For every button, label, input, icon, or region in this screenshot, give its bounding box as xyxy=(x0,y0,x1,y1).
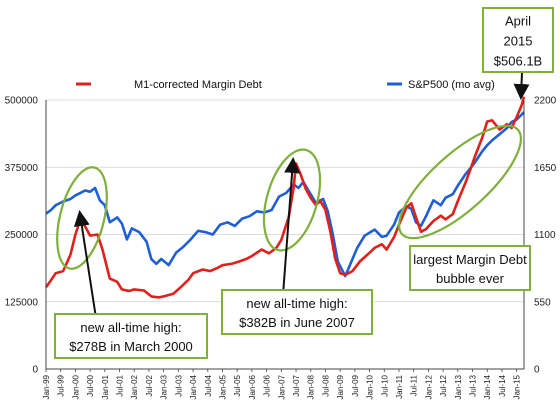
y-left-tick-label: 0 xyxy=(32,365,38,376)
x-tick-label: Jul-01 xyxy=(116,374,125,396)
x-tick-label: Jul-07 xyxy=(292,374,301,396)
oval-bubble xyxy=(397,124,523,240)
x-tick-label: Jan-13 xyxy=(454,374,463,399)
y-right-tick-label: 0 xyxy=(534,365,540,376)
arrow-march-2000 xyxy=(73,210,97,319)
x-tick-label: Jan-10 xyxy=(366,374,375,399)
annotation-march-2000-text-line: $278B in March 2000 xyxy=(69,339,193,354)
annotation-march-2000-text-line: new all-time high: xyxy=(80,320,181,335)
x-tick-label: Jul-13 xyxy=(469,374,478,396)
x-tick-label: Jan-12 xyxy=(424,374,433,399)
highlight-ovals xyxy=(56,124,523,270)
x-tick-label: Jan-07 xyxy=(277,374,286,399)
x-tick-label: Jan-03 xyxy=(160,374,169,399)
annotation-march-2000-box xyxy=(54,313,208,359)
annotation-june-2007-box xyxy=(221,289,373,335)
legend: M1-corrected Margin Debt S&P500 (mo avg) xyxy=(76,79,495,91)
annotation-april-2015-text-line: $506.1B xyxy=(494,54,542,69)
annotation-bubble-text-line: bubble ever xyxy=(436,271,505,286)
x-tick-label: Jul-08 xyxy=(321,374,330,396)
y-left-tick-label: 250000 xyxy=(5,230,39,241)
annotation-april-2015-box xyxy=(482,7,554,73)
x-tick-label: Jul-99 xyxy=(57,374,66,396)
x-tick-label: Jan-09 xyxy=(336,374,345,399)
series-layer xyxy=(44,96,526,299)
annotation-april-2015-text-line: April xyxy=(505,14,531,29)
x-tick-label: Jan-11 xyxy=(395,374,404,398)
x-tick-label: Jan-04 xyxy=(189,374,198,399)
x-tick-label: Jul-03 xyxy=(174,374,183,396)
x-tick-label: Jan-15 xyxy=(513,374,522,399)
x-tick-label: Jan-00 xyxy=(71,374,80,399)
x-tick-label: Jul-14 xyxy=(498,374,507,396)
x-tick-label: Jan-02 xyxy=(130,374,139,399)
x-tick-label: Jan-05 xyxy=(218,374,227,399)
x-tick-label: Jul-10 xyxy=(380,374,389,396)
annotation-june-2007-text-line: $382B in June 2007 xyxy=(239,315,355,330)
y-left-tick-label: 375000 xyxy=(5,163,39,174)
legend-label-margin-debt: M1-corrected Margin Debt xyxy=(134,79,262,91)
x-tick-label: Jul-06 xyxy=(263,374,272,396)
y-left-tick-label: 500000 xyxy=(5,96,39,107)
margin-debt-line xyxy=(44,96,526,299)
annotation-april-2015-text-line: 2015 xyxy=(504,34,533,49)
x-tick-label: Jul-00 xyxy=(86,374,95,396)
x-tick-label: Jul-09 xyxy=(351,374,360,396)
x-tick-label: Jan-06 xyxy=(248,374,257,399)
y-right-tick-label: 1100 xyxy=(534,230,556,241)
annotations: new all-time high: $278B in March 2000 new… xyxy=(54,7,554,359)
y-right-tick-label: 2200 xyxy=(534,96,557,107)
legend-label-sp500: S&P500 (mo avg) xyxy=(408,79,495,91)
arrow-april-2015 xyxy=(513,72,530,100)
oval-june-2007 xyxy=(262,148,322,252)
x-tick-label: Jan-14 xyxy=(483,374,492,399)
x-tick-label: Jul-11 xyxy=(410,374,419,396)
annotation-june-2007-text-line: new all-time high: xyxy=(246,296,347,311)
x-tick-label: Jul-02 xyxy=(145,374,154,396)
x-tick-label: Jan-99 xyxy=(42,374,51,399)
y-left-tick-label: 125000 xyxy=(5,297,39,308)
x-tick-label: Jul-12 xyxy=(439,374,448,396)
axes: 0 0 125000 550 250000 1100 375000 1650 500000 220… xyxy=(5,96,557,400)
arrow-june-2007 xyxy=(282,157,301,296)
x-tick-label: Jul-05 xyxy=(233,374,242,396)
annotation-bubble-text-line: largest Margin Debt xyxy=(413,252,527,267)
x-tick-label: Jul-04 xyxy=(204,374,213,396)
oval-march-2000 xyxy=(56,166,108,270)
annotation-bubble-box xyxy=(409,245,531,291)
y-right-tick-label: 550 xyxy=(534,297,551,308)
x-tick-label: Jan-08 xyxy=(307,374,316,399)
y-right-tick-label: 1650 xyxy=(534,163,557,174)
x-tick-label: Jan-01 xyxy=(101,374,110,399)
